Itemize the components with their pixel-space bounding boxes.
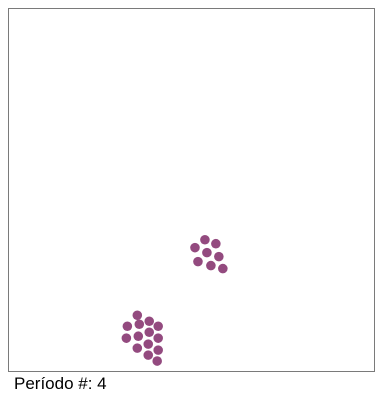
agent-dot [143,350,154,360]
agent-dot [133,331,144,341]
period-counter: Período #: 4 [14,374,107,393]
agent-dot [121,333,132,343]
agent-dot [218,263,228,274]
agent-dot [206,260,216,271]
simulation-arena [8,8,375,372]
agent-dot [144,316,155,327]
agent-dot [122,321,133,332]
agent-dot [132,310,143,321]
arena-canvas [121,234,228,366]
agent-dot [200,234,210,245]
agent-dot [214,251,224,262]
agent-dot [153,345,163,355]
agent-dot [153,333,163,343]
agent-dot [143,339,154,349]
agent-dot [202,247,212,258]
agent-dot [190,242,200,253]
agent-dot [144,327,155,337]
agent-dot [211,238,221,249]
agent-dot [152,356,162,366]
agent-dot [193,256,203,267]
agent-dot [153,321,163,332]
agent-dot [134,319,145,330]
agent-dot [132,343,143,353]
